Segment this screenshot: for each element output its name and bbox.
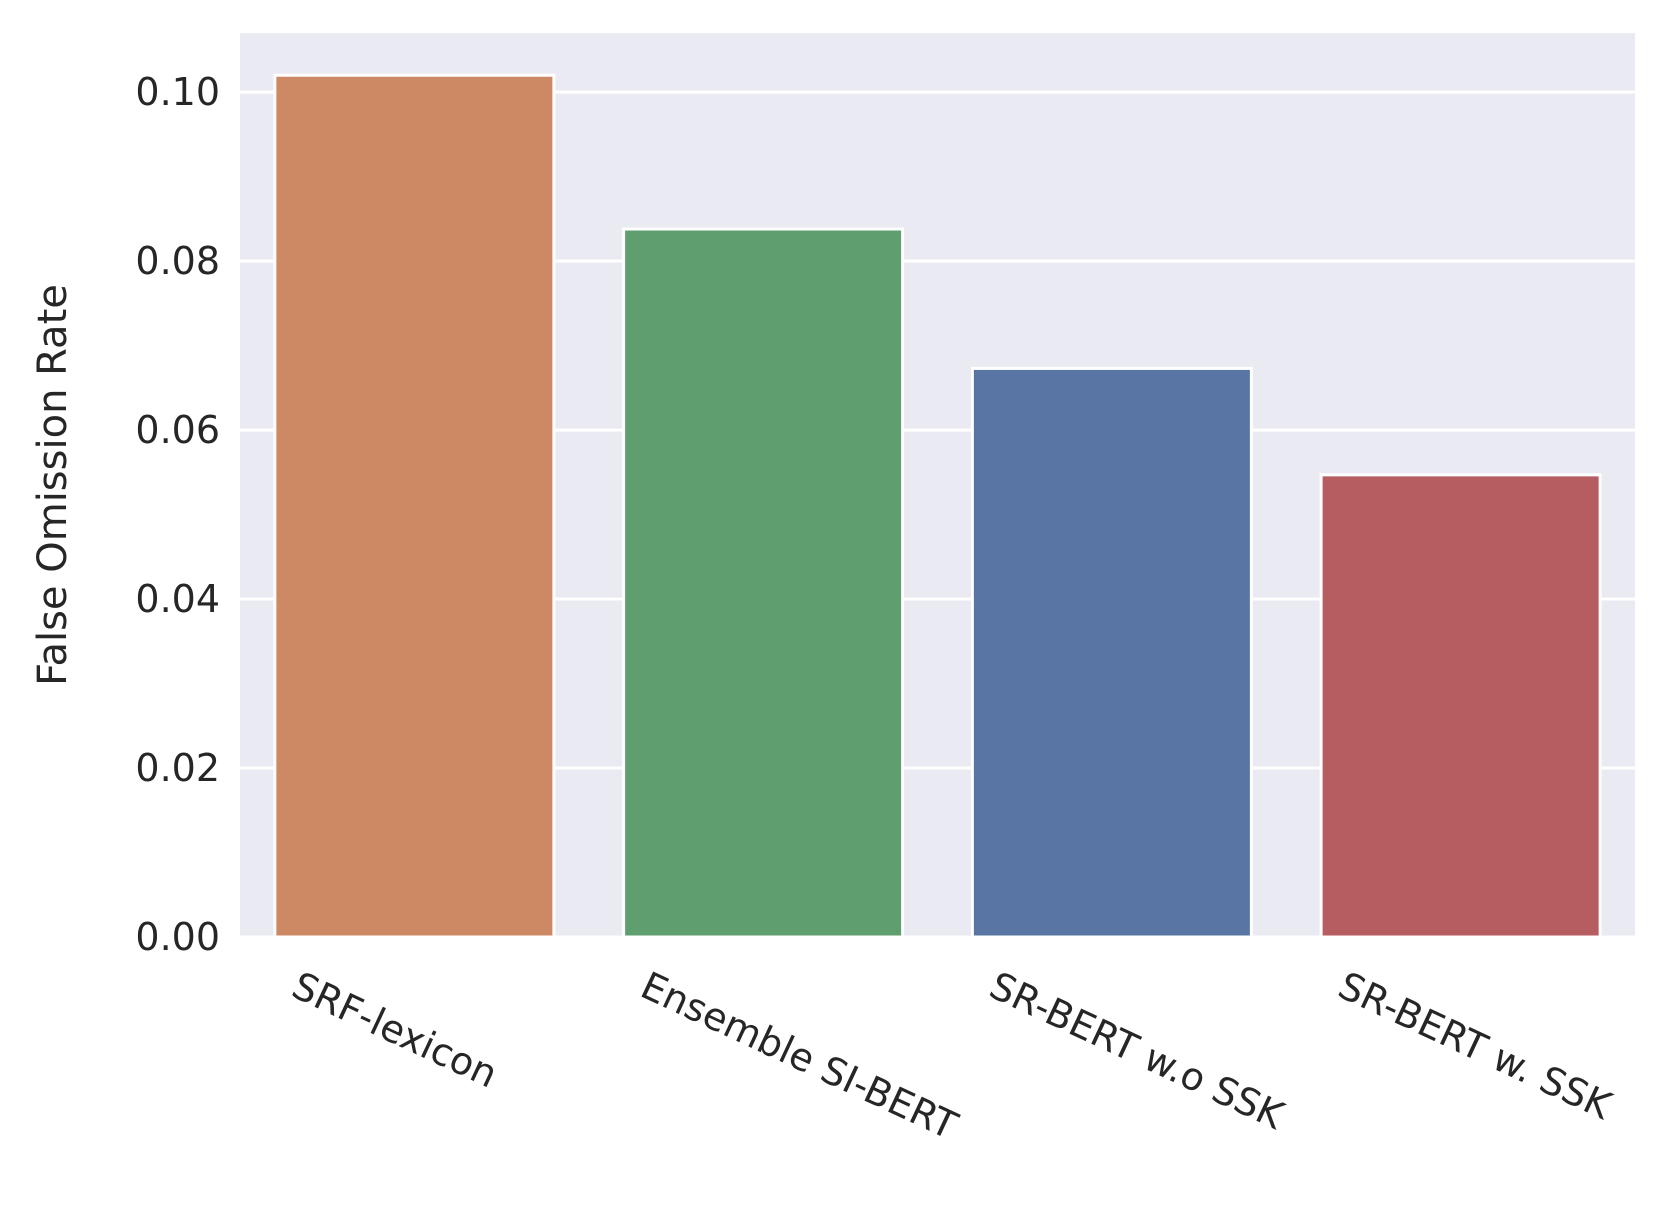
bar — [622, 227, 905, 939]
bar — [970, 366, 1253, 939]
y-tick-label: 0.08 — [135, 239, 220, 283]
x-tick-label: SR-BERT w. SSK — [1332, 963, 1619, 1128]
bar — [273, 73, 556, 939]
x-tick-label: Ensemble SI-BERT — [634, 963, 964, 1148]
y-tick-label: 0.02 — [135, 746, 220, 790]
y-tick-label: 0.06 — [135, 408, 220, 452]
y-tick-label: 0.00 — [135, 915, 220, 959]
bar — [1319, 473, 1602, 939]
y-tick-label: 0.04 — [135, 577, 220, 621]
y-axis-ticks: 0.00 0.02 0.04 0.06 0.08 0.10 — [135, 70, 220, 959]
y-tick-label: 0.10 — [135, 70, 220, 114]
y-axis-label: False Omission Rate — [30, 284, 76, 686]
bars — [273, 73, 1602, 939]
x-axis-ticks: SRF-lexicon Ensemble SI-BERT SR-BERT w.o S… — [286, 963, 1619, 1148]
x-tick-label: SRF-lexicon — [286, 963, 505, 1096]
x-tick-label: SR-BERT w.o SSK — [983, 963, 1291, 1138]
